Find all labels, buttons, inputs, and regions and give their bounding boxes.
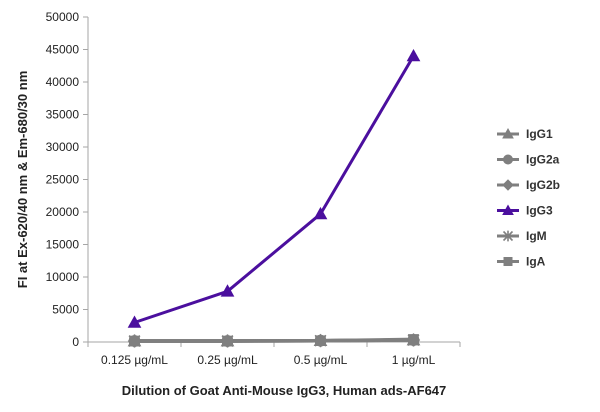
series-line-iga <box>134 337 414 343</box>
plot-area: 0 5000 10000 15000 20000 25000 30000 35000 40000… <box>46 10 461 367</box>
y-tick-label: 5000 <box>52 303 79 317</box>
point-igg3 <box>127 315 142 328</box>
x-tick-label: 0.25 µg/mL <box>197 353 258 367</box>
x-tick-label: 0.5 µg/mL <box>294 353 348 367</box>
legend-label-iga: IgA <box>526 255 546 269</box>
legend-marker-igg1 <box>502 127 514 139</box>
legend-marker-igm <box>502 230 514 242</box>
y-tick-label: 15000 <box>46 238 80 252</box>
x-axis-title: Dilution of Goat Anti-Mouse IgG3, Human … <box>122 383 447 398</box>
point-iga <box>315 335 326 346</box>
point-iga <box>129 335 140 347</box>
legend-marker-igg2a <box>503 154 513 165</box>
legend-marker-igg3 <box>502 204 514 215</box>
legend-label-igg1: IgG1 <box>526 127 553 141</box>
x-tick-label: 0.125 µg/mL <box>101 353 168 367</box>
y-tick-label: 40000 <box>46 75 80 89</box>
point-igg3 <box>220 284 235 297</box>
point-iga <box>408 334 419 345</box>
legend-label-igg2b: IgG2b <box>526 178 560 192</box>
y-tick-label: 30000 <box>46 140 80 154</box>
x-tick-label: 1 µg/mL <box>392 353 436 367</box>
y-axis-title: FI at Ex-620/40 nm & Em-680/30 nm <box>15 71 30 288</box>
y-tick-label: 0 <box>72 335 79 349</box>
y-tick-label: 10000 <box>46 270 80 284</box>
y-tick-label: 25000 <box>46 173 80 187</box>
legend-label-igg2a: IgG2a <box>526 153 560 167</box>
y-tick-label: 50000 <box>46 10 80 24</box>
x-axis-ticks: 0.125 µg/mL 0.25 µg/mL 0.5 µg/mL 1 µg/mL <box>87 342 461 367</box>
point-igg3 <box>406 48 421 62</box>
y-tick-label: 35000 <box>46 108 80 122</box>
y-axis-ticks: 0 5000 10000 15000 20000 25000 30000 35000 40000… <box>46 10 88 349</box>
y-tick-label: 20000 <box>46 205 80 219</box>
legend-label-igm: IgM <box>526 229 547 243</box>
legend-label-igg3: IgG3 <box>526 204 553 218</box>
point-iga <box>222 335 233 347</box>
series-markers <box>127 48 421 348</box>
legend-marker-igg2b <box>502 179 514 191</box>
y-tick-label: 45000 <box>46 43 80 57</box>
legend: IgG1 IgG2a IgG2b IgG3 IgM IgA <box>497 127 560 269</box>
series-line-igg3 <box>134 55 415 324</box>
series-lines <box>134 55 415 343</box>
legend-marker-iga <box>503 257 513 266</box>
point-igg3 <box>313 206 328 220</box>
